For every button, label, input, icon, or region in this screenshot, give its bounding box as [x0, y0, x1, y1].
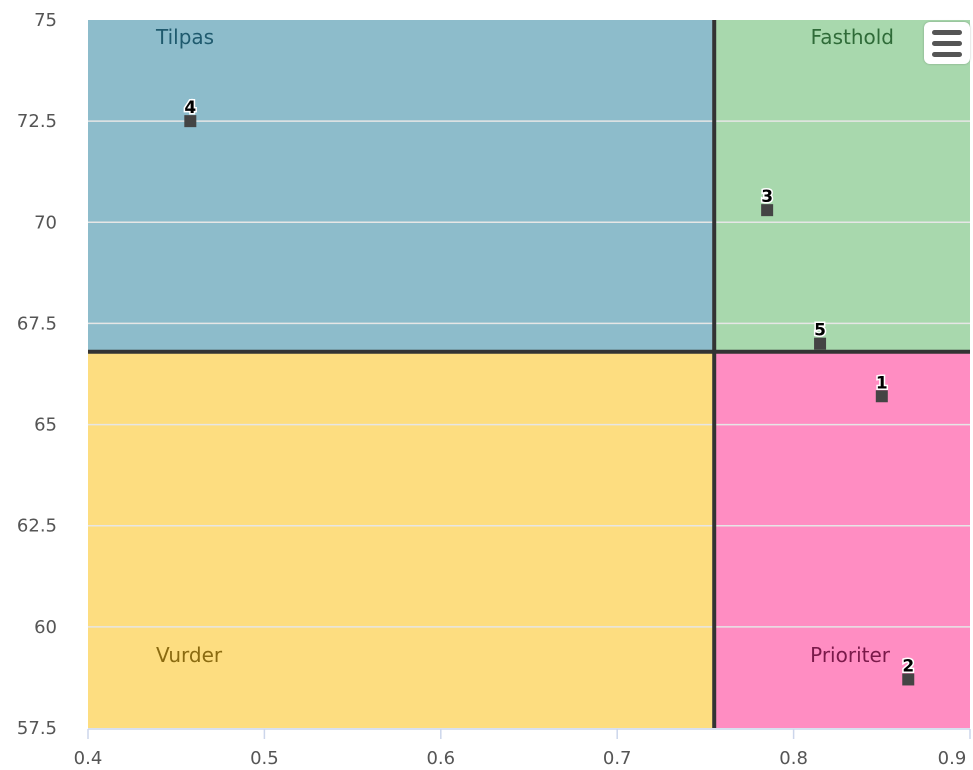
quadrant-labels: Tilpas Fasthold Vurder Prioriter	[155, 25, 894, 667]
data-point-label: 2	[902, 656, 914, 676]
x-tick-label: 0.7	[603, 748, 632, 769]
y-tick-label: 67.5	[17, 313, 57, 334]
axes: 57.5 60 62.5 65 67.5 70 72.5 75 0.4 0.5 0.6 0.7 0.8 0…	[17, 10, 971, 769]
hamburger-icon	[932, 29, 962, 35]
hamburger-icon-bar	[932, 51, 962, 57]
y-tick-label: 57.5	[17, 718, 57, 739]
y-tick-label: 75	[34, 10, 57, 31]
data-point-label: 3	[761, 187, 773, 207]
x-tick-label: 0.5	[250, 748, 279, 769]
y-tick-label: 72.5	[17, 111, 57, 132]
data-point-3[interactable]	[761, 204, 774, 217]
x-tick-label: 0.8	[779, 748, 808, 769]
quadrant-bottom-right	[714, 351, 970, 728]
quadrant-label-bottom-right: Prioriter	[810, 643, 891, 667]
quadrant-backgrounds	[88, 20, 970, 728]
data-point-4[interactable]	[184, 115, 197, 128]
chart-menu-button[interactable]	[924, 22, 970, 64]
data-point-label: 4	[184, 98, 196, 118]
grid-lines	[88, 120, 970, 628]
x-tick-label: 0.4	[74, 748, 103, 769]
data-point-1[interactable]	[875, 390, 888, 403]
y-tick-label: 70	[34, 212, 57, 233]
data-point-2[interactable]	[902, 673, 915, 686]
quadrant-label-top-right: Fasthold	[811, 25, 894, 49]
data-points: 1 2 3 4 5	[183, 97, 916, 686]
y-tick-label: 65	[34, 415, 57, 436]
quadrant-label-top-left: Tilpas	[155, 25, 214, 49]
x-tick-label: 0.6	[426, 748, 455, 769]
x-tick-label: 0.9	[938, 748, 967, 769]
quadrant-top-right	[714, 20, 970, 352]
data-point-label: 1	[876, 373, 888, 393]
quadrant-dividers	[88, 20, 970, 728]
y-tick-label: 60	[34, 617, 57, 638]
quadrant-bottom-left	[88, 351, 715, 728]
data-point-label: 5	[814, 321, 826, 341]
data-point-5[interactable]	[814, 337, 827, 350]
quadrant-label-bottom-left: Vurder	[156, 643, 223, 667]
quadrant-top-left	[88, 20, 715, 352]
hamburger-icon-bar	[932, 40, 962, 46]
y-tick-label: 62.5	[17, 516, 57, 537]
